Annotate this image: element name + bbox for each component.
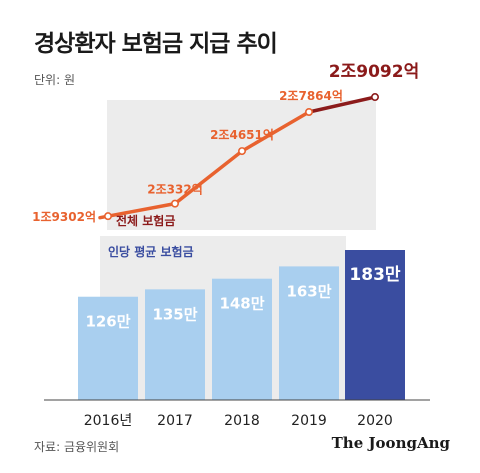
- bar-value-label-2: 148만: [219, 295, 264, 313]
- line-value-label-3: 2조7864억: [279, 89, 343, 103]
- bar-value-label-4: 183만: [349, 265, 400, 285]
- source-note: 자료: 금융위원회: [34, 440, 120, 454]
- bar-2: [212, 278, 272, 400]
- line-point-1: [171, 199, 180, 208]
- line-point-4: [370, 93, 379, 102]
- line-segment-0: [106, 201, 177, 218]
- line-series-label: 전체 보험금: [116, 213, 175, 228]
- line-value-label-2: 2조4651억: [210, 128, 274, 142]
- bar-0: [78, 296, 138, 400]
- line-value-label-1: 2조332억: [147, 183, 202, 197]
- line-segment-3: [307, 95, 377, 114]
- x-tick-label-4: 2020: [357, 413, 393, 429]
- bar-4: [345, 250, 405, 400]
- bar-series-label: 인당 평균 보험금: [108, 244, 194, 259]
- line-segment-1: [173, 149, 244, 206]
- x-tick-label-3: 2019: [291, 413, 327, 429]
- bar-value-label-1: 135만: [152, 305, 197, 323]
- bar-3: [279, 266, 339, 400]
- line-value-label-0: 1조9302억: [32, 210, 96, 224]
- line-point-2: [238, 147, 247, 156]
- bar-value-label-0: 126만: [85, 313, 130, 331]
- x-tick-label-2: 2018: [224, 413, 260, 429]
- publisher-credit: The JoongAng: [331, 434, 450, 452]
- bar-value-label-3: 163만: [286, 282, 331, 300]
- unit-label: 단위: 원: [34, 73, 75, 87]
- x-tick-label-1: 2017: [157, 413, 193, 429]
- x-tick-label-0: 2016년: [84, 413, 133, 429]
- chart-title: 경상환자 보험금 지급 추이: [34, 31, 278, 57]
- line-value-label-4: 2조9092억: [329, 62, 419, 82]
- line-point-3: [304, 107, 313, 116]
- bar-1: [145, 289, 205, 400]
- line-point-0: [104, 212, 113, 221]
- line-segment-2: [240, 110, 311, 153]
